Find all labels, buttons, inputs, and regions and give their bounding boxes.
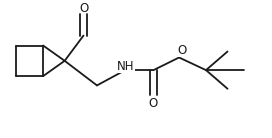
Text: O: O <box>149 97 158 110</box>
Text: O: O <box>79 2 88 15</box>
Text: NH: NH <box>116 60 134 73</box>
Text: O: O <box>178 44 187 57</box>
